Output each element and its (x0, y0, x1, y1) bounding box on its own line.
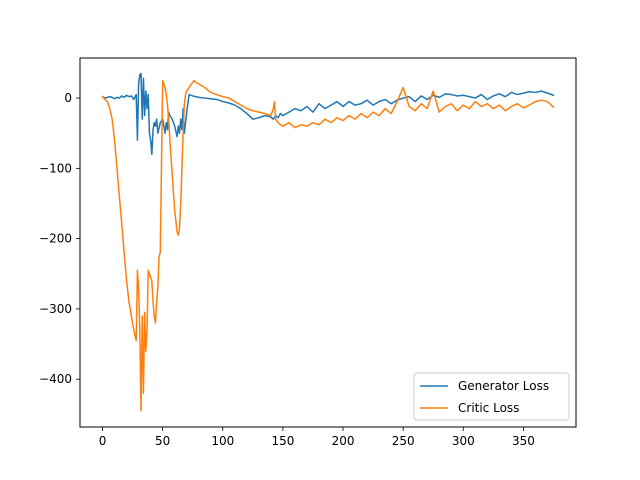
x-tick-label: 250 (392, 434, 415, 448)
x-tick-label: 50 (155, 434, 170, 448)
y-tick-label: 0 (64, 91, 72, 105)
plot-frame (79, 57, 577, 428)
y-tick-label: −200 (39, 232, 72, 246)
x-tick-label: 350 (512, 434, 535, 448)
y-tick-label: −100 (39, 161, 72, 175)
y-tick-label: −300 (39, 302, 72, 316)
series-layer (101, 72, 555, 412)
y-tick-label: −400 (39, 372, 72, 386)
x-tick-label: 0 (99, 434, 107, 448)
x-tick-label: 100 (211, 434, 234, 448)
series-line-critic-loss (101, 79, 555, 412)
legend-label: Generator Loss (458, 379, 549, 393)
legend-box (413, 372, 570, 421)
legend: Generator Loss Critic Loss (413, 372, 570, 421)
axes-layer: 0 50 100 150 200 250 300 350 0 −100 −200 −300 −400 (39, 91, 535, 448)
legend-label: Critic Loss (458, 401, 519, 415)
x-tick-label: 150 (271, 434, 294, 448)
x-tick-label: 200 (332, 434, 355, 448)
x-tick-label: 300 (452, 434, 475, 448)
series-line-generator-loss (101, 72, 555, 156)
